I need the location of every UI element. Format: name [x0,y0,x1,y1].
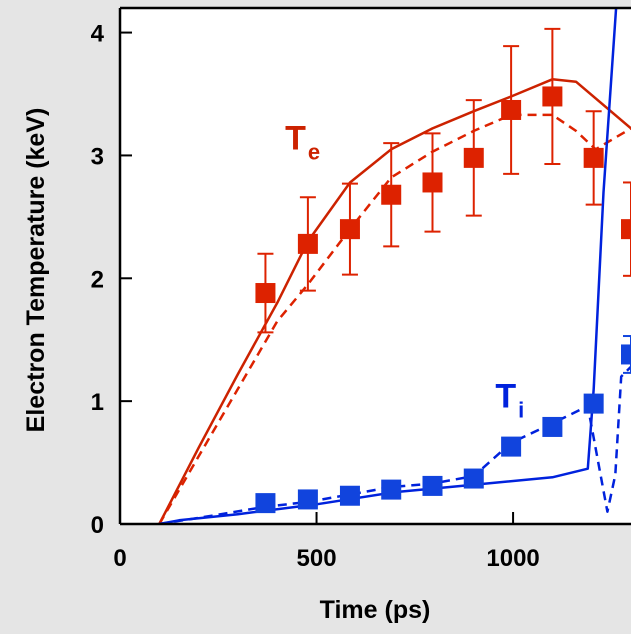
te-measured-marker [501,99,522,120]
te-measured-marker [381,184,402,205]
annotation-layer: Te Ti [285,119,524,422]
te-measured-marker [297,233,318,254]
x-tick-label: 500 [297,545,337,572]
x-tick-label: 1000 [486,545,539,572]
y-tick-label: 2 [91,266,104,293]
te-measured-marker [583,147,604,168]
te-measured-series [255,27,631,334]
te-measured-marker [542,86,563,107]
ti-measured-marker [339,485,360,506]
ti-measured-marker [501,436,522,457]
te-measured-marker [463,147,484,168]
y-tick-label: 0 [91,512,104,539]
x-tick-label: 0 [113,545,126,572]
ti-measured-marker [583,393,604,414]
te-model-dashed-line [158,113,631,524]
ti-measured-marker [463,468,484,489]
te-measured-marker [339,219,360,240]
ti-measured-marker [542,416,563,437]
ti-measured-marker [381,479,402,500]
ti-measured-marker [297,489,318,510]
y-tick-label: 3 [91,143,104,170]
ti-measured-series [255,335,631,514]
te-measured-marker [621,219,631,240]
te-measured-marker [255,283,276,304]
series-layer [158,8,631,524]
y-axis-title: Electron Temperature (keV) [22,108,50,433]
ti-measured-marker [255,493,276,514]
ti-measured-marker [621,344,631,365]
axis-layer: 0 500 1000 0 1 2 3 4 [91,21,540,572]
plot-background [120,8,631,524]
ti-measured-marker [422,475,443,496]
x-axis-title: Time (ps) [320,596,431,624]
y-tick-label: 4 [91,21,105,48]
y-tick-label: 1 [91,389,104,416]
te-measured-marker [422,172,443,193]
annotation-ti: Ti [495,377,524,422]
annotation-te: Te [285,119,320,164]
